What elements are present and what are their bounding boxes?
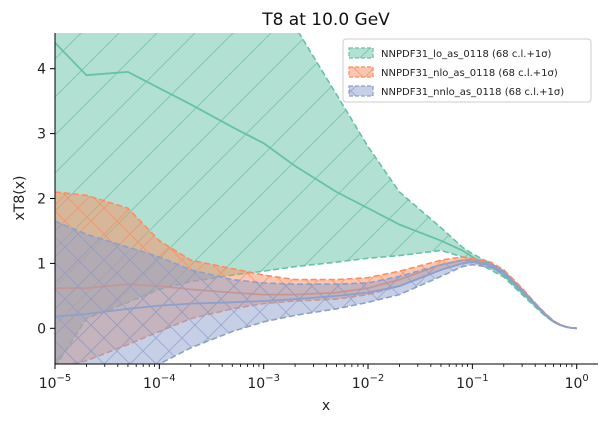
legend-swatch-hatch-0 xyxy=(349,48,373,58)
x-tick-label-5: 100 xyxy=(565,373,589,392)
legend-item-1: NNPDF31_nlo_as_0118 (68 c.l.+1σ) xyxy=(348,66,558,79)
legend-label-2: NNPDF31_nnlo_as_0118 (68 c.l.+1σ) xyxy=(381,87,564,98)
series-2 xyxy=(55,220,577,364)
legend-item-2: NNPDF31_nnlo_as_0118 (68 c.l.+1σ) xyxy=(348,85,564,98)
legend-item-0: NNPDF31_lo_as_0118 (68 c.l.+1σ) xyxy=(348,47,552,60)
chart-title: T8 at 10.0 GeV xyxy=(261,10,390,30)
y-tick-label-0: 0 xyxy=(37,321,46,337)
x-tick-label-1: 10−4 xyxy=(143,373,176,392)
x-tick-label-0: 10−5 xyxy=(39,373,72,392)
plot-area xyxy=(55,33,577,364)
legend-box xyxy=(342,38,592,103)
legend-swatch-hatch-1 xyxy=(349,67,373,77)
y-tick-label-2: 2 xyxy=(37,192,46,208)
y-axis-title: xT8(x) xyxy=(12,176,28,221)
x-tick-label-2: 10−3 xyxy=(247,373,280,392)
series-2-central-line xyxy=(55,261,577,330)
y-tick-label-1: 1 xyxy=(37,256,46,272)
x-axis: 10−5 10−4 10−3 10−2 10−1 100 xyxy=(39,364,589,392)
x-tick-label-4: 10−1 xyxy=(456,373,489,392)
x-axis-title: x xyxy=(322,398,330,414)
y-tick-label-4: 4 xyxy=(37,62,46,78)
legend-label-1: NNPDF31_nlo_as_0118 (68 c.l.+1σ) xyxy=(381,68,558,79)
y-axis: 0 1 2 3 4 xyxy=(37,62,55,337)
x-tick-label-3: 10−2 xyxy=(352,373,385,392)
legend: NNPDF31_lo_as_0118 (68 c.l.+1σ) NNPDF31_n… xyxy=(342,38,592,103)
y-tick-label-3: 3 xyxy=(37,127,46,143)
legend-label-0: NNPDF31_lo_as_0118 (68 c.l.+1σ) xyxy=(381,49,552,60)
series-2-hatch xyxy=(55,221,577,364)
legend-swatch-hatch-2 xyxy=(349,86,373,96)
